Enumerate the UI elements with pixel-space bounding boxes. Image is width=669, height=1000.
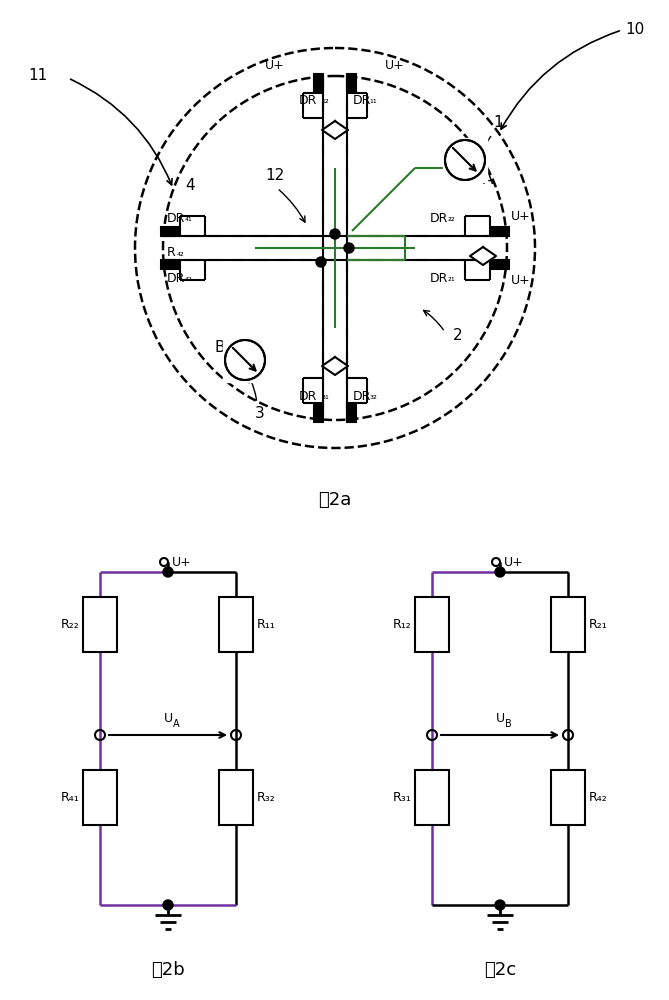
Polygon shape: [322, 357, 348, 375]
Text: DR: DR: [430, 212, 448, 225]
Text: DR: DR: [298, 389, 317, 402]
Text: -: -: [98, 600, 102, 614]
Polygon shape: [443, 138, 487, 182]
Circle shape: [163, 900, 173, 910]
Text: R₁₂: R₁₂: [392, 618, 411, 631]
Text: +: +: [94, 773, 106, 787]
Text: R₄₁: R₄₁: [60, 791, 79, 804]
Bar: [83, 597, 117, 652]
Text: B: B: [215, 340, 225, 356]
Circle shape: [125, 38, 545, 458]
Bar: [83, 770, 117, 825]
Circle shape: [344, 243, 354, 253]
Text: DR: DR: [353, 389, 371, 402]
Text: ₃₂: ₃₂: [369, 391, 377, 401]
Text: R₄₂: R₄₂: [589, 791, 607, 804]
Polygon shape: [223, 338, 267, 382]
Text: 3: 3: [255, 406, 265, 421]
Text: +: +: [230, 600, 242, 614]
Text: R₂₁: R₂₁: [589, 618, 607, 631]
Bar: [219, 597, 253, 652]
Text: A: A: [483, 172, 493, 188]
Text: ₂₁: ₂₁: [448, 273, 456, 283]
Text: U+: U+: [511, 210, 531, 223]
Text: 1: 1: [493, 115, 502, 130]
Text: 10: 10: [625, 22, 644, 37]
Text: ₃₁: ₃₁: [321, 391, 329, 401]
Text: DR: DR: [430, 271, 448, 284]
Text: ₄₂: ₄₂: [185, 273, 193, 283]
Text: U+: U+: [504, 556, 524, 568]
Bar: [314, 74, 323, 92]
Text: DR: DR: [298, 94, 317, 106]
Bar: [347, 404, 356, 422]
Text: 图2c: 图2c: [484, 961, 516, 979]
Bar: [161, 260, 179, 269]
Text: 图2b: 图2b: [151, 961, 185, 979]
Text: U+: U+: [511, 273, 531, 286]
Bar: [314, 404, 323, 422]
Text: R₃₁: R₃₁: [392, 791, 411, 804]
Text: -: -: [565, 773, 571, 787]
Bar: [551, 770, 585, 825]
Bar: [347, 74, 356, 92]
Text: 12: 12: [266, 168, 284, 184]
Text: +: +: [562, 600, 574, 614]
Bar: [415, 597, 449, 652]
Text: -: -: [429, 600, 434, 614]
Text: A: A: [173, 719, 179, 729]
Bar: [551, 597, 585, 652]
Circle shape: [316, 257, 326, 267]
Text: DR: DR: [353, 94, 371, 106]
Text: U+: U+: [385, 59, 405, 72]
Polygon shape: [322, 121, 348, 139]
Text: 2: 2: [453, 328, 463, 344]
Circle shape: [495, 567, 505, 577]
Text: -: -: [233, 773, 238, 787]
Text: 图2a: 图2a: [318, 491, 352, 509]
Circle shape: [330, 229, 340, 239]
Text: R₁₁: R₁₁: [257, 618, 276, 631]
Text: R₂₂: R₂₂: [60, 618, 79, 631]
Bar: [219, 770, 253, 825]
Bar: [491, 227, 509, 236]
Text: DR: DR: [167, 212, 185, 225]
Text: ₁₂: ₁₂: [321, 95, 328, 105]
Polygon shape: [470, 247, 496, 265]
Text: U: U: [496, 712, 504, 725]
Text: ₂₂: ₂₂: [448, 213, 456, 223]
Text: R: R: [167, 246, 176, 259]
Circle shape: [163, 567, 173, 577]
Text: U+: U+: [172, 556, 192, 568]
Text: U: U: [163, 712, 173, 725]
Text: 11: 11: [28, 68, 47, 83]
Bar: [161, 227, 179, 236]
Circle shape: [495, 900, 505, 910]
Bar: [415, 770, 449, 825]
Text: +: +: [426, 773, 438, 787]
Text: ₄₁: ₄₁: [185, 213, 193, 223]
Text: B: B: [505, 719, 512, 729]
Text: ₁₁: ₁₁: [369, 95, 377, 105]
Text: U+: U+: [265, 59, 285, 72]
Text: ₄₂: ₄₂: [177, 248, 185, 258]
Text: DR: DR: [167, 271, 185, 284]
Text: 4: 4: [185, 178, 195, 194]
Bar: [491, 260, 509, 269]
Text: R₃₂: R₃₂: [257, 791, 276, 804]
